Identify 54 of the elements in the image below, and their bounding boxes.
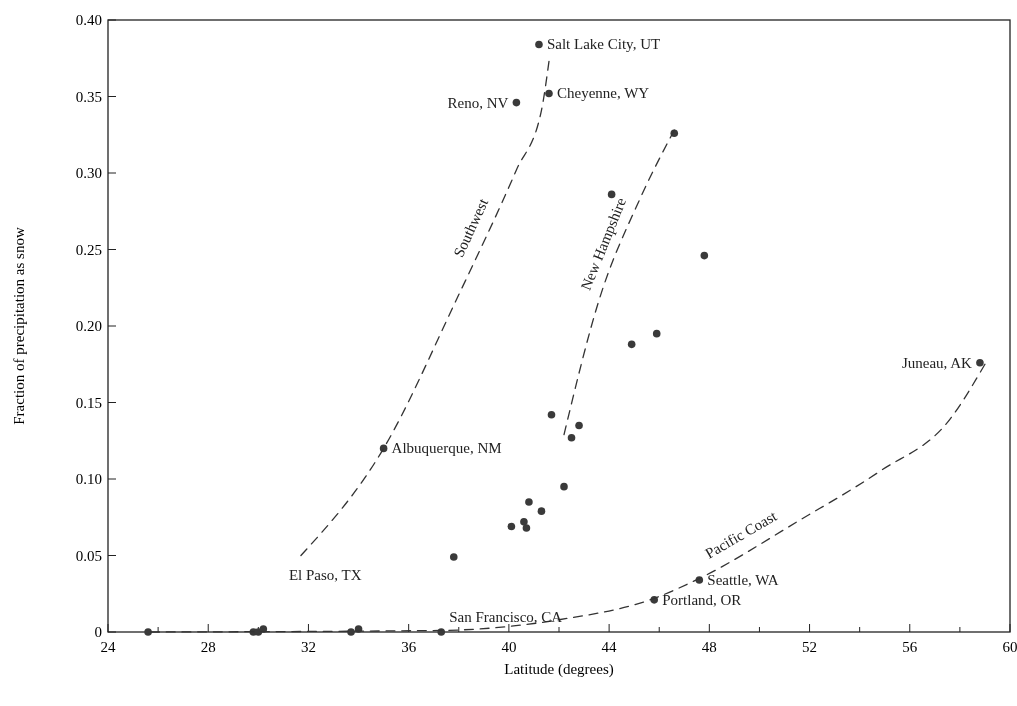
point: [522, 524, 531, 532]
x-tick-label: 44: [601, 639, 618, 655]
point: [537, 507, 546, 515]
point: [379, 444, 388, 453]
y-tick-label: 0.05: [75, 547, 102, 564]
x-tick-label: 60: [1002, 639, 1017, 655]
point: [652, 329, 661, 338]
x-tick-label: 24: [100, 639, 116, 655]
annotation: Juneau, AK: [901, 354, 973, 371]
point: [144, 628, 152, 636]
annotation: El Paso, TX: [288, 566, 362, 583]
x-axis-title: Latitude (degrees): [504, 661, 614, 678]
y-tick-label: 0: [94, 624, 102, 640]
point: [507, 522, 516, 531]
y-tick-label: 0.35: [75, 88, 102, 105]
y-tick-label: 0.40: [75, 12, 102, 28]
point: [547, 410, 556, 419]
y-tick-label: 0.15: [75, 394, 102, 411]
point: [560, 482, 568, 491]
annotation: Albuquerque, NM: [391, 440, 502, 457]
x-tick-label: 48: [701, 639, 717, 655]
y-tick-label: 0.20: [75, 318, 102, 334]
annotation: Seattle, WA: [707, 571, 779, 588]
point: [520, 518, 528, 526]
point: [545, 89, 553, 98]
y-tick-label: 0.30: [75, 165, 102, 181]
annotation: San Francisco, CA: [449, 609, 563, 625]
point: [347, 628, 355, 636]
x-tick-label: 52: [802, 639, 818, 655]
point: [259, 625, 268, 633]
y-tick-label: 0.25: [75, 241, 102, 258]
point: [535, 40, 543, 49]
annotation: Cheyenne, WY: [556, 85, 650, 102]
annotation: Portland, OR: [662, 591, 742, 608]
point: [512, 98, 521, 107]
y-axis-title: Fraction of precipitation as snow: [11, 227, 27, 425]
point: [976, 358, 984, 367]
y-tick-label: 0.10: [75, 471, 102, 487]
point: [575, 421, 583, 430]
x-tick-label: 36: [401, 639, 417, 655]
point: [449, 553, 458, 561]
annotation: Reno, NV: [447, 94, 509, 111]
x-tick-label: 40: [501, 639, 517, 655]
point: [700, 251, 709, 260]
point: [627, 340, 636, 349]
x-tick-label: 56: [902, 639, 918, 655]
point: [525, 498, 533, 506]
point: [437, 628, 446, 636]
annotation: Salt Lake City, UT: [546, 36, 661, 53]
x-tick-label: 28: [200, 639, 216, 655]
point: [567, 433, 576, 442]
point: [607, 190, 616, 199]
x-tick-label: 32: [300, 639, 316, 655]
line-series: [300, 60, 550, 557]
